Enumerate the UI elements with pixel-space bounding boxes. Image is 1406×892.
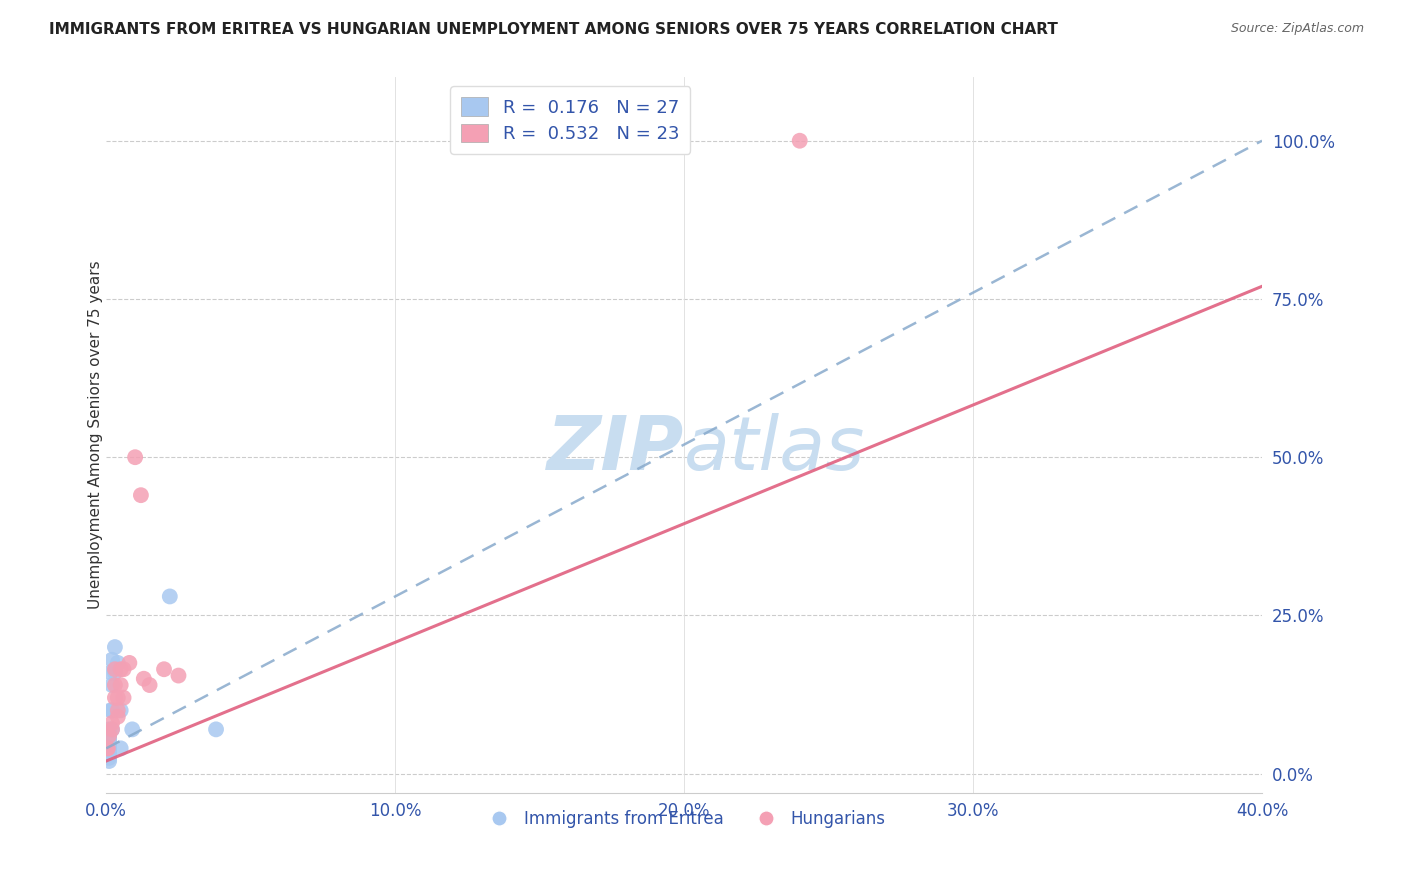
Point — [98, 741, 121, 756]
Point — [110, 662, 132, 676]
Point — [118, 656, 141, 670]
Point — [101, 716, 124, 731]
Point — [101, 678, 124, 692]
Text: IMMIGRANTS FROM ERITREA VS HUNGARIAN UNEMPLOYMENT AMONG SENIORS OVER 75 YEARS CO: IMMIGRANTS FROM ERITREA VS HUNGARIAN UNE… — [49, 22, 1059, 37]
Point — [159, 590, 181, 604]
Point — [107, 690, 129, 705]
Point — [112, 690, 135, 705]
Point — [104, 640, 127, 654]
Point — [129, 488, 152, 502]
Point — [98, 729, 121, 743]
Point — [97, 747, 120, 762]
Point — [112, 662, 135, 676]
Point — [100, 703, 122, 717]
Point — [124, 450, 146, 465]
Point — [100, 665, 122, 680]
Point — [107, 709, 129, 723]
Point — [107, 703, 129, 717]
Point — [104, 678, 127, 692]
Point — [104, 662, 127, 676]
Point — [205, 723, 228, 737]
Point — [98, 723, 121, 737]
Point — [167, 668, 190, 682]
Point — [97, 735, 120, 749]
Point — [98, 731, 121, 746]
Text: ZIP: ZIP — [547, 413, 685, 486]
Point — [132, 672, 155, 686]
Point — [110, 678, 132, 692]
Point — [98, 751, 121, 765]
Point — [138, 678, 160, 692]
Point — [98, 738, 121, 752]
Point — [153, 662, 176, 676]
Point — [104, 690, 127, 705]
Point — [98, 754, 121, 768]
Point — [110, 703, 132, 717]
Text: Source: ZipAtlas.com: Source: ZipAtlas.com — [1230, 22, 1364, 36]
Point — [104, 665, 127, 680]
Point — [110, 741, 132, 756]
Point — [97, 741, 120, 756]
Point — [101, 653, 124, 667]
Y-axis label: Unemployment Among Seniors over 75 years: Unemployment Among Seniors over 75 years — [87, 260, 103, 609]
Legend: Immigrants from Eritrea, Hungarians: Immigrants from Eritrea, Hungarians — [475, 803, 893, 834]
Point — [98, 725, 121, 739]
Point — [98, 729, 121, 743]
Point — [98, 747, 121, 762]
Point — [97, 741, 120, 756]
Text: atlas: atlas — [685, 413, 866, 485]
Point — [101, 703, 124, 717]
Point — [98, 745, 121, 759]
Point — [101, 723, 124, 737]
Point — [121, 723, 143, 737]
Point — [107, 656, 129, 670]
Point — [789, 134, 811, 148]
Point — [101, 723, 124, 737]
Point — [98, 735, 121, 749]
